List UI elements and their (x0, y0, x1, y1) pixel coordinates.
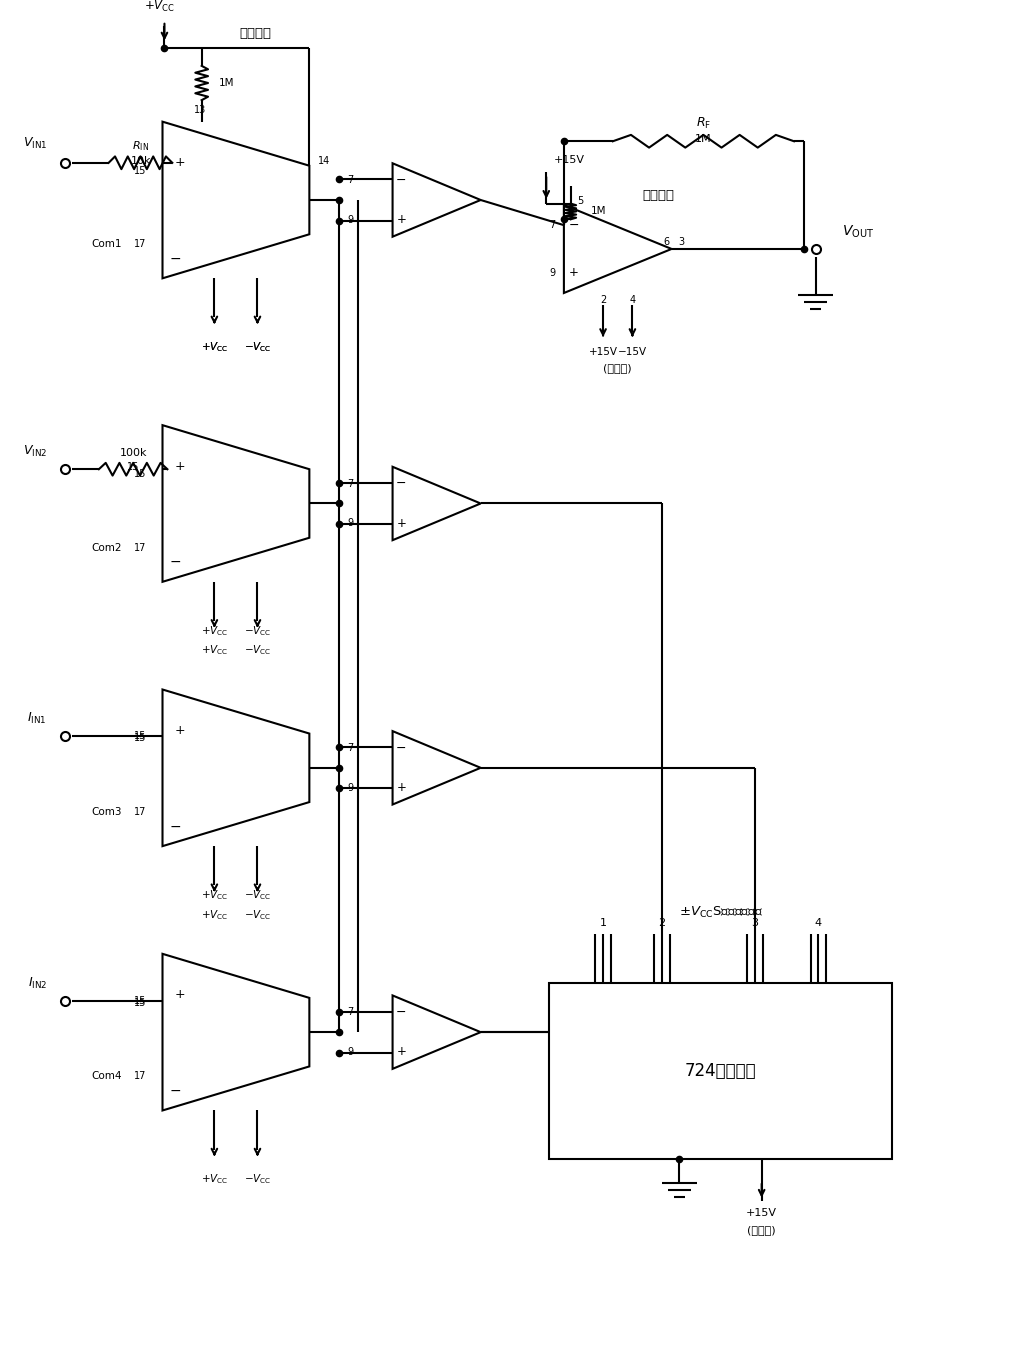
Text: (无隔离): (无隔离) (747, 1225, 776, 1234)
Text: $V_{\rm OUT}$: $V_{\rm OUT}$ (842, 223, 873, 239)
Text: (无隔离): (无隔离) (604, 364, 632, 373)
Text: 5: 5 (568, 208, 574, 219)
Bar (549, 983, 892, 1160)
Text: $I_{\rm IN1}$: $I_{\rm IN1}$ (28, 712, 47, 727)
Text: +15V: +15V (588, 346, 617, 357)
Text: 15: 15 (133, 995, 146, 1006)
Text: 6: 6 (663, 238, 669, 247)
Text: −: − (396, 1006, 407, 1018)
Text: 7: 7 (347, 478, 354, 489)
Text: +: + (397, 517, 406, 530)
Text: 失调调节: 失调调节 (643, 189, 674, 202)
Text: 3: 3 (751, 918, 758, 928)
Text: $V_{\rm IN1}$: $V_{\rm IN1}$ (23, 136, 47, 151)
Text: Com1: Com1 (91, 239, 121, 249)
Text: −: − (169, 820, 181, 834)
Text: 724隔离电源: 724隔离电源 (685, 1062, 756, 1081)
Text: 17: 17 (133, 239, 146, 249)
Text: 9: 9 (549, 268, 556, 278)
Text: 5: 5 (577, 196, 583, 205)
Text: 1M: 1M (695, 134, 711, 144)
Text: 15: 15 (133, 469, 146, 479)
Text: 7: 7 (347, 743, 354, 752)
Text: $+V_{\rm CC}$: $+V_{\rm CC}$ (201, 644, 229, 657)
Text: +: + (397, 213, 406, 227)
Text: −: − (396, 174, 407, 186)
Text: $-V_{\rm CC}$: $-V_{\rm CC}$ (244, 340, 272, 353)
Text: 15: 15 (133, 732, 146, 741)
Text: +: + (397, 781, 406, 794)
Text: 1: 1 (600, 918, 607, 928)
Text: 9: 9 (347, 782, 354, 793)
Text: $+V_{\rm CC}$: $+V_{\rm CC}$ (201, 340, 229, 353)
Text: $I_{\rm IN2}$: $I_{\rm IN2}$ (28, 975, 47, 991)
Text: 14: 14 (318, 156, 330, 166)
Text: $-V_{\rm CC}$: $-V_{\rm CC}$ (244, 340, 272, 353)
Text: $-V_{\rm CC}$: $-V_{\rm CC}$ (244, 1172, 272, 1186)
Text: −: − (396, 741, 407, 755)
Text: 2: 2 (658, 918, 665, 928)
Text: −: − (396, 477, 407, 490)
Text: 9: 9 (347, 215, 354, 225)
Text: 15: 15 (133, 733, 146, 743)
Text: −: − (169, 251, 181, 266)
Text: 10k: 10k (131, 156, 152, 166)
Text: $R_{\rm F}$: $R_{\rm F}$ (696, 115, 711, 132)
Text: 17: 17 (133, 807, 146, 818)
Text: +: + (175, 989, 186, 1001)
Text: $+V_{\rm CC}$: $+V_{\rm CC}$ (201, 340, 229, 353)
Text: 15: 15 (127, 462, 139, 473)
Text: +15V: +15V (746, 1209, 777, 1218)
Text: 13: 13 (194, 105, 206, 115)
Text: 7: 7 (549, 220, 556, 230)
Text: 100k: 100k (119, 448, 147, 458)
Text: $-V_{\rm CC}$: $-V_{\rm CC}$ (244, 623, 272, 638)
Text: $+V_{\rm CC}$: $+V_{\rm CC}$ (145, 0, 175, 14)
Text: 4: 4 (815, 918, 822, 928)
Text: 15: 15 (133, 998, 146, 1008)
Text: +: + (175, 724, 186, 737)
Text: 17: 17 (133, 1071, 146, 1081)
Text: 7: 7 (347, 1008, 354, 1017)
Text: −: − (569, 219, 579, 232)
Text: 1M: 1M (219, 79, 235, 88)
Text: $+V_{\rm CC}$: $+V_{\rm CC}$ (201, 907, 229, 922)
Text: 失调调节: 失调调节 (240, 27, 272, 39)
Text: 9: 9 (347, 519, 354, 528)
Text: 2: 2 (600, 295, 606, 304)
Text: $+V_{\rm CC}$: $+V_{\rm CC}$ (201, 888, 229, 902)
Text: $V_{\rm IN2}$: $V_{\rm IN2}$ (23, 444, 47, 459)
Text: $R_{\rm IN}$: $R_{\rm IN}$ (132, 140, 150, 153)
Text: −: − (169, 555, 181, 569)
Text: Com3: Com3 (91, 807, 121, 818)
Text: Com2: Com2 (91, 543, 121, 553)
Text: −: − (169, 1084, 181, 1097)
Text: 7: 7 (347, 175, 354, 185)
Text: +: + (175, 156, 186, 170)
Text: Com4: Com4 (91, 1071, 121, 1081)
Text: +: + (569, 266, 579, 280)
Text: −15V: −15V (618, 346, 647, 357)
Text: +15V: +15V (555, 155, 585, 164)
Text: +: + (175, 460, 186, 473)
Text: 4: 4 (629, 295, 636, 304)
Text: $\pm V_{\rm CC}$S去输入级放大: $\pm V_{\rm CC}$S去输入级放大 (679, 906, 763, 921)
Text: 1M: 1M (590, 206, 606, 216)
Text: $-V_{\rm CC}$: $-V_{\rm CC}$ (244, 644, 272, 657)
Text: +: + (397, 1046, 406, 1058)
Text: $+V_{\rm CC}$: $+V_{\rm CC}$ (201, 623, 229, 638)
Text: 15: 15 (133, 166, 146, 175)
Text: 9: 9 (347, 1047, 354, 1057)
Text: 17: 17 (133, 543, 146, 553)
Text: $-V_{\rm CC}$: $-V_{\rm CC}$ (244, 888, 272, 902)
Text: $-V_{\rm CC}$: $-V_{\rm CC}$ (244, 907, 272, 922)
Text: $+V_{\rm CC}$: $+V_{\rm CC}$ (201, 1172, 229, 1186)
Text: 3: 3 (679, 238, 685, 247)
